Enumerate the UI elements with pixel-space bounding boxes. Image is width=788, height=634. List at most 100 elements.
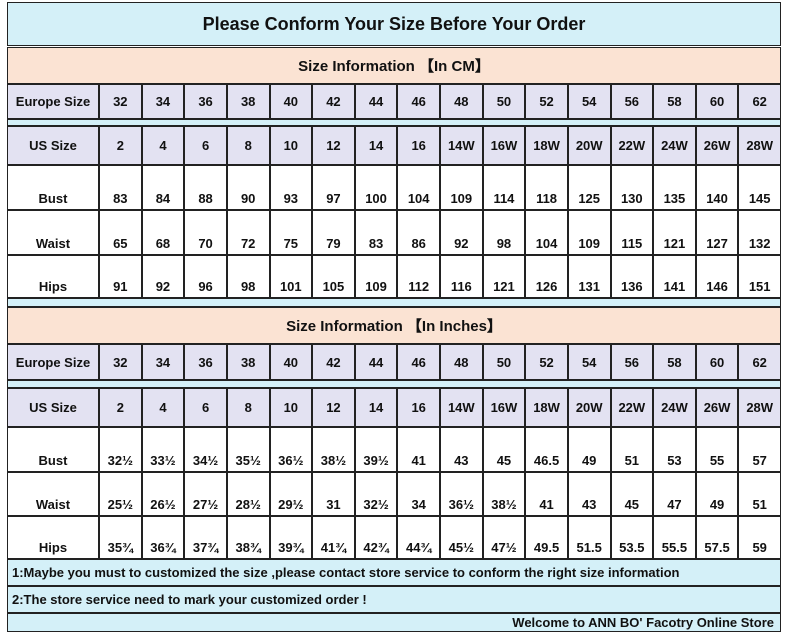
size-cell: 28W <box>738 126 781 165</box>
size-cell: 59 <box>738 516 781 559</box>
size-cell: 43 <box>567 472 611 516</box>
size-cell: 29½ <box>269 472 313 516</box>
size-cell: 121 <box>653 210 696 255</box>
size-cell: 16 <box>397 388 440 427</box>
size-cell: 33½ <box>141 427 185 472</box>
size-cell: 34 <box>141 344 185 380</box>
size-cell: 16 <box>397 126 440 165</box>
size-cell: 40 <box>269 84 313 119</box>
size-cell: 83 <box>99 165 142 210</box>
size-cell: 22W <box>610 388 654 427</box>
size-cell: 10 <box>269 126 313 165</box>
size-cell: 145 <box>738 165 781 210</box>
size-cell: 24W <box>653 388 696 427</box>
size-cell: 41 <box>397 427 440 472</box>
size-cell: 100 <box>354 165 398 210</box>
size-cell: 32½ <box>99 427 142 472</box>
size-cell: 62 <box>738 84 781 119</box>
size-cell: 38¾ <box>226 516 270 559</box>
row-label: US Size <box>7 388 99 427</box>
size-cell: 104 <box>525 210 568 255</box>
size-cell: 14W <box>440 126 483 165</box>
size-cell: 28½ <box>226 472 270 516</box>
size-cell: 36 <box>184 344 227 380</box>
size-cell: 48 <box>440 344 483 380</box>
size-cell: 2 <box>99 126 142 165</box>
size-cell: 75 <box>269 210 313 255</box>
size-cell: 58 <box>653 344 696 380</box>
size-cell: 46.5 <box>525 427 568 472</box>
size-cell: 25½ <box>99 472 142 516</box>
size-cell: 8 <box>226 388 270 427</box>
size-cell: 130 <box>610 165 654 210</box>
row-label: Waist <box>7 472 99 516</box>
size-cell: 54 <box>567 344 611 380</box>
size-cell: 57.5 <box>695 516 739 559</box>
size-cell: 112 <box>397 255 440 298</box>
row-label: Bust <box>7 165 99 210</box>
size-cell: 27½ <box>184 472 227 516</box>
size-cell: 41 <box>525 472 568 516</box>
size-cell: 56 <box>610 344 654 380</box>
size-cell: 12 <box>312 388 355 427</box>
size-cell: 90 <box>226 165 270 210</box>
size-cell: 8 <box>226 126 270 165</box>
size-cell: 20W <box>567 388 611 427</box>
size-cell: 16W <box>482 388 526 427</box>
size-cell: 4 <box>141 126 185 165</box>
size-cell: 141 <box>653 255 696 298</box>
size-cell: 60 <box>695 84 739 119</box>
size-cell: 34 <box>397 472 440 516</box>
size-cell: 116 <box>440 255 483 298</box>
size-cell: 22W <box>610 126 654 165</box>
size-cell: 57 <box>738 427 781 472</box>
size-cell: 58 <box>653 84 696 119</box>
size-cell: 38 <box>226 344 270 380</box>
size-cell: 109 <box>440 165 483 210</box>
size-cell: 50 <box>482 84 526 119</box>
size-cell: 86 <box>397 210 440 255</box>
size-cell: 35¾ <box>99 516 142 559</box>
size-cell: 14 <box>354 126 398 165</box>
size-cell: 44 <box>354 344 398 380</box>
size-cell: 79 <box>312 210 355 255</box>
row-label: Bust <box>7 427 99 472</box>
spacer <box>7 298 781 307</box>
size-cell: 44 <box>354 84 398 119</box>
size-cell: 38 <box>226 84 270 119</box>
size-cell: 101 <box>269 255 313 298</box>
size-cell: 12 <box>312 126 355 165</box>
size-cell: 34½ <box>184 427 227 472</box>
size-cell: 72 <box>226 210 270 255</box>
row-label: Waist <box>7 210 99 255</box>
size-cell: 46 <box>397 344 440 380</box>
size-cell: 53 <box>653 427 696 472</box>
size-cell: 49 <box>567 427 611 472</box>
size-cell: 53.5 <box>610 516 654 559</box>
size-cell: 51 <box>610 427 654 472</box>
size-cell: 20W <box>567 126 611 165</box>
size-cell: 115 <box>610 210 654 255</box>
size-cell: 125 <box>567 165 611 210</box>
size-cell: 127 <box>695 210 739 255</box>
size-cell: 47½ <box>482 516 526 559</box>
size-cell: 131 <box>567 255 611 298</box>
size-cell: 54 <box>567 84 611 119</box>
size-cell: 51.5 <box>567 516 611 559</box>
size-cell: 68 <box>141 210 185 255</box>
section-title: Size Information 【In Inches】 <box>7 307 781 344</box>
size-cell: 135 <box>653 165 696 210</box>
size-cell: 43 <box>440 427 483 472</box>
note: 1:Maybe you must to customized the size … <box>7 559 781 586</box>
size-cell: 83 <box>354 210 398 255</box>
size-cell: 91 <box>99 255 142 298</box>
size-cell: 104 <box>397 165 440 210</box>
size-cell: 18W <box>525 388 568 427</box>
size-cell: 32 <box>99 84 142 119</box>
size-cell: 46 <box>397 84 440 119</box>
row-label: Europe Size <box>7 84 99 119</box>
size-cell: 126 <box>525 255 568 298</box>
size-cell: 35½ <box>226 427 270 472</box>
size-cell: 151 <box>738 255 781 298</box>
